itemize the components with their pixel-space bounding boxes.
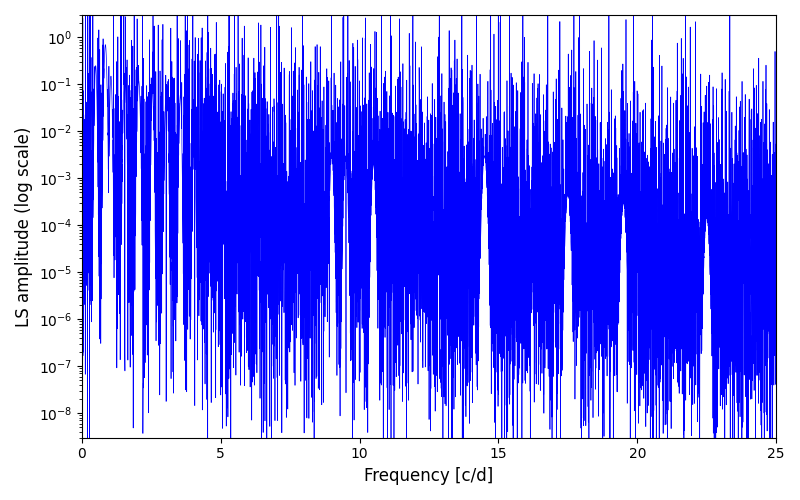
- X-axis label: Frequency [c/d]: Frequency [c/d]: [364, 467, 494, 485]
- Y-axis label: LS amplitude (log scale): LS amplitude (log scale): [15, 126, 33, 326]
